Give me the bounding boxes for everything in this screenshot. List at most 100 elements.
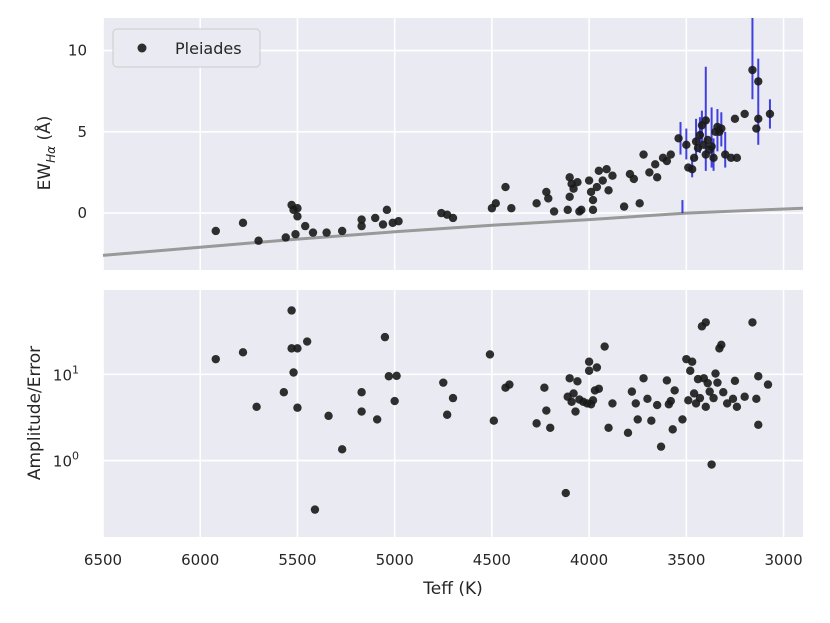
data-point: [752, 394, 761, 404]
data-point: [287, 344, 296, 353]
data-point: [656, 442, 666, 451]
x-tick-label: 5000: [376, 551, 414, 569]
data-point: [598, 176, 607, 185]
data-point: [442, 410, 452, 419]
data-point: [651, 160, 660, 169]
data-point: [709, 153, 718, 163]
data-point: [709, 393, 718, 403]
data-point: [211, 226, 220, 236]
data-point: [567, 397, 576, 407]
data-point: [717, 340, 726, 349]
legend-box: [112, 28, 261, 68]
bottom-y-tick-label: 101: [53, 363, 79, 384]
data-point: [604, 423, 613, 432]
bottom-y-axis-label: Amplitude/Error: [25, 346, 45, 480]
data-point: [719, 388, 728, 397]
data-point: [740, 109, 749, 119]
data-point: [372, 415, 382, 424]
data-point: [754, 372, 763, 381]
data-point: [682, 140, 691, 150]
data-point: [732, 153, 742, 163]
data-point: [448, 393, 458, 403]
top-y-tick-label: 10: [68, 42, 87, 60]
data-point: [382, 205, 392, 215]
data-point: [546, 423, 555, 432]
data-point: [689, 389, 699, 398]
data-point: [573, 178, 582, 187]
data-point: [674, 134, 683, 143]
data-point: [507, 204, 516, 213]
data-point: [608, 171, 617, 180]
legend-label-pleiades: Pleiades: [175, 39, 242, 58]
bottom-y-tick-label: 100: [53, 450, 79, 471]
data-point: [584, 366, 594, 375]
data-point: [448, 213, 458, 223]
data-point: [684, 396, 693, 405]
data-point: [703, 135, 712, 145]
bottom-gridlines: [102, 290, 803, 537]
data-point: [571, 407, 580, 416]
data-point: [707, 460, 716, 469]
data-point: [584, 357, 594, 366]
data-point: [293, 212, 302, 221]
top-y-axis-label-subscript: Hα: [44, 146, 58, 163]
data-point: [604, 186, 613, 195]
data-point: [730, 376, 740, 386]
data-point: [689, 153, 699, 163]
data-point: [211, 354, 220, 364]
data-point: [565, 173, 574, 182]
data-point: [549, 207, 559, 216]
data-point: [754, 77, 763, 86]
data-point: [308, 228, 318, 237]
data-point: [563, 205, 572, 215]
data-point: [668, 425, 677, 434]
data-point: [627, 387, 637, 396]
data-point: [701, 402, 710, 412]
data-point: [652, 173, 662, 182]
data-point: [357, 388, 366, 397]
data-point: [293, 204, 302, 213]
data-point: [584, 176, 594, 185]
reference-line: [102, 206, 804, 257]
data-point: [592, 363, 602, 372]
data-point: [289, 368, 298, 377]
top-y-axis-label: EWHα (Å): [33, 116, 58, 191]
data-point: [586, 187, 596, 197]
data-point: [505, 380, 514, 389]
data-point: [633, 415, 642, 424]
data-point: [748, 318, 757, 327]
data-point: [703, 378, 712, 388]
data-point: [544, 194, 553, 203]
data-point: [565, 374, 574, 383]
data-point: [678, 415, 687, 424]
data-point: [695, 393, 705, 403]
x-tick-label: 4000: [570, 551, 608, 569]
data-point: [569, 184, 578, 193]
data-point: [357, 221, 366, 231]
data-point: [647, 416, 656, 425]
top-points: [211, 65, 775, 245]
legend: Pleiades: [112, 28, 261, 68]
data-point: [573, 377, 582, 386]
data-point: [291, 230, 300, 239]
data-point: [287, 306, 296, 315]
data-point: [701, 318, 710, 327]
data-point: [337, 226, 347, 236]
data-point: [439, 378, 448, 387]
data-point: [600, 342, 609, 351]
data-point: [666, 150, 675, 159]
data-point: [728, 394, 738, 404]
data-point: [357, 407, 366, 416]
data-point: [394, 217, 403, 226]
legend-marker: [137, 43, 147, 53]
data-point: [645, 168, 654, 177]
data-point: [254, 236, 263, 245]
x-tick-label: 4500: [473, 551, 511, 569]
data-point: [623, 428, 633, 437]
data-point: [631, 399, 640, 408]
top-panel: 0 5 10 EWHα (Å) Pleiades: [33, 18, 804, 270]
data-point: [540, 383, 549, 392]
data-point: [561, 488, 570, 498]
data-point: [695, 130, 705, 140]
